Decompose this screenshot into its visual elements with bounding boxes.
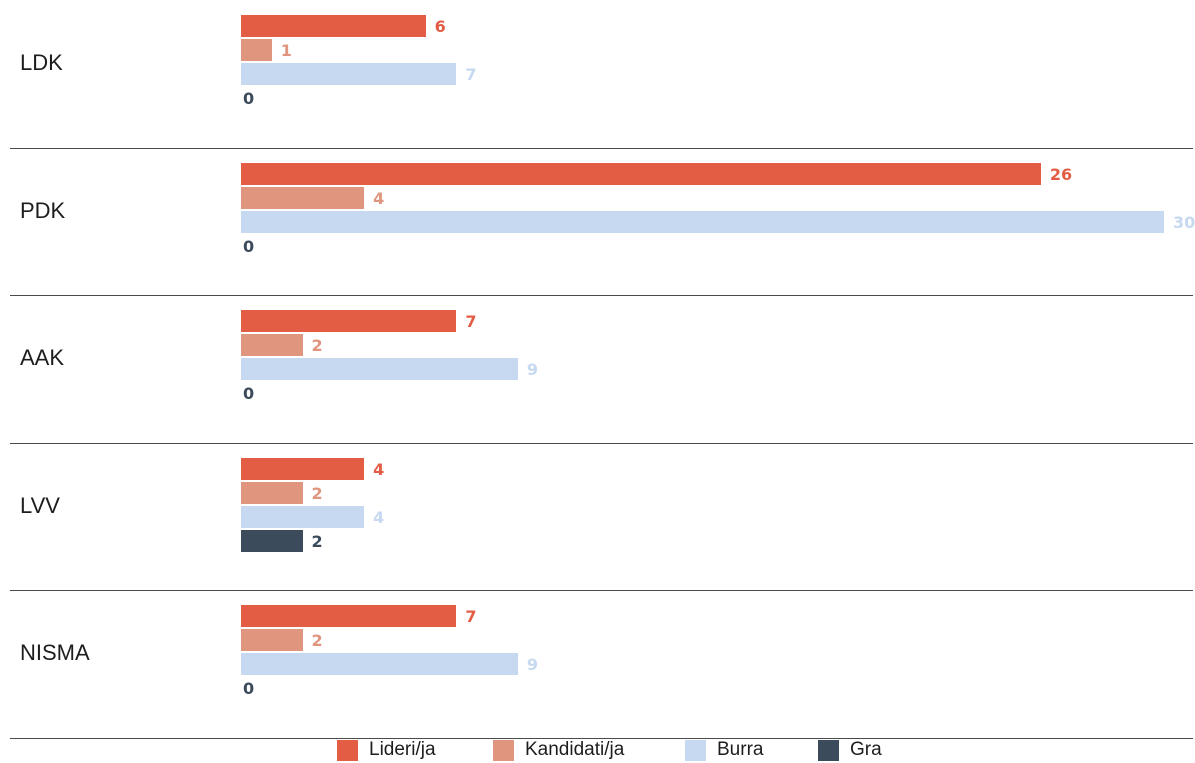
bar-burra: [241, 358, 518, 380]
legend-swatch: [818, 740, 839, 761]
category-label: LVV: [20, 492, 60, 518]
bar-burra: [241, 210, 1164, 233]
bar-lideri-ja: [241, 15, 426, 37]
data-label: 7: [465, 607, 477, 626]
bar-kandidati-ja: [241, 334, 303, 356]
bar-lideri-ja: [241, 162, 1041, 185]
bar-burra: [241, 653, 518, 675]
legend-label: Gra: [850, 739, 882, 760]
bar-burra: [241, 63, 457, 85]
data-label: 9: [526, 360, 539, 379]
legend-label: Kandidati/ja: [525, 739, 625, 760]
data-label: 2: [311, 483, 323, 503]
data-label: 7: [465, 312, 477, 331]
data-label: 6: [434, 17, 446, 36]
data-label: 30: [1173, 212, 1195, 232]
data-label: 0: [243, 679, 255, 698]
legend-swatch: [337, 740, 358, 761]
bar-gra: [241, 529, 303, 552]
legend-swatch: [493, 740, 514, 761]
data-label: 0: [243, 89, 255, 108]
data-label: 0: [243, 384, 255, 403]
category-label: AAK: [20, 345, 65, 370]
data-label: 2: [311, 531, 323, 551]
data-label: 2: [311, 631, 323, 650]
group-divider: [10, 147, 1193, 149]
bar-kandidati-ja: [241, 186, 365, 209]
legend: Lideri/ja Kandidati/ja Burra Gra: [0, 739, 1195, 762]
category-label: PDK: [20, 197, 66, 223]
group-divider: [10, 737, 1193, 739]
data-label: 2: [311, 336, 323, 355]
data-label: 4: [373, 188, 385, 208]
data-label: 9: [526, 655, 539, 674]
data-label: 1: [280, 41, 292, 60]
data-label: 26: [1049, 164, 1073, 184]
legend-label: Burra: [717, 739, 764, 760]
group-divider: [10, 442, 1193, 444]
bar-lideri-ja: [241, 605, 457, 627]
group-divider: [10, 590, 1193, 591]
bar-kandidati-ja: [241, 629, 303, 651]
data-label: 4: [373, 459, 385, 479]
category-label: LDK: [20, 50, 63, 75]
data-label: 7: [465, 65, 477, 84]
bar-burra: [241, 505, 365, 528]
legend-label: Lideri/ja: [369, 739, 436, 760]
bar-kandidati-ja: [241, 39, 272, 61]
bar-lideri-ja: [241, 457, 365, 480]
category-label: NISMA: [20, 640, 90, 665]
data-label: 0: [243, 236, 255, 256]
data-label: 4: [373, 507, 385, 527]
bar-kandidati-ja: [241, 481, 303, 504]
bar-lideri-ja: [241, 310, 457, 332]
group-divider: [10, 295, 1193, 296]
legend-swatch: [685, 740, 706, 761]
